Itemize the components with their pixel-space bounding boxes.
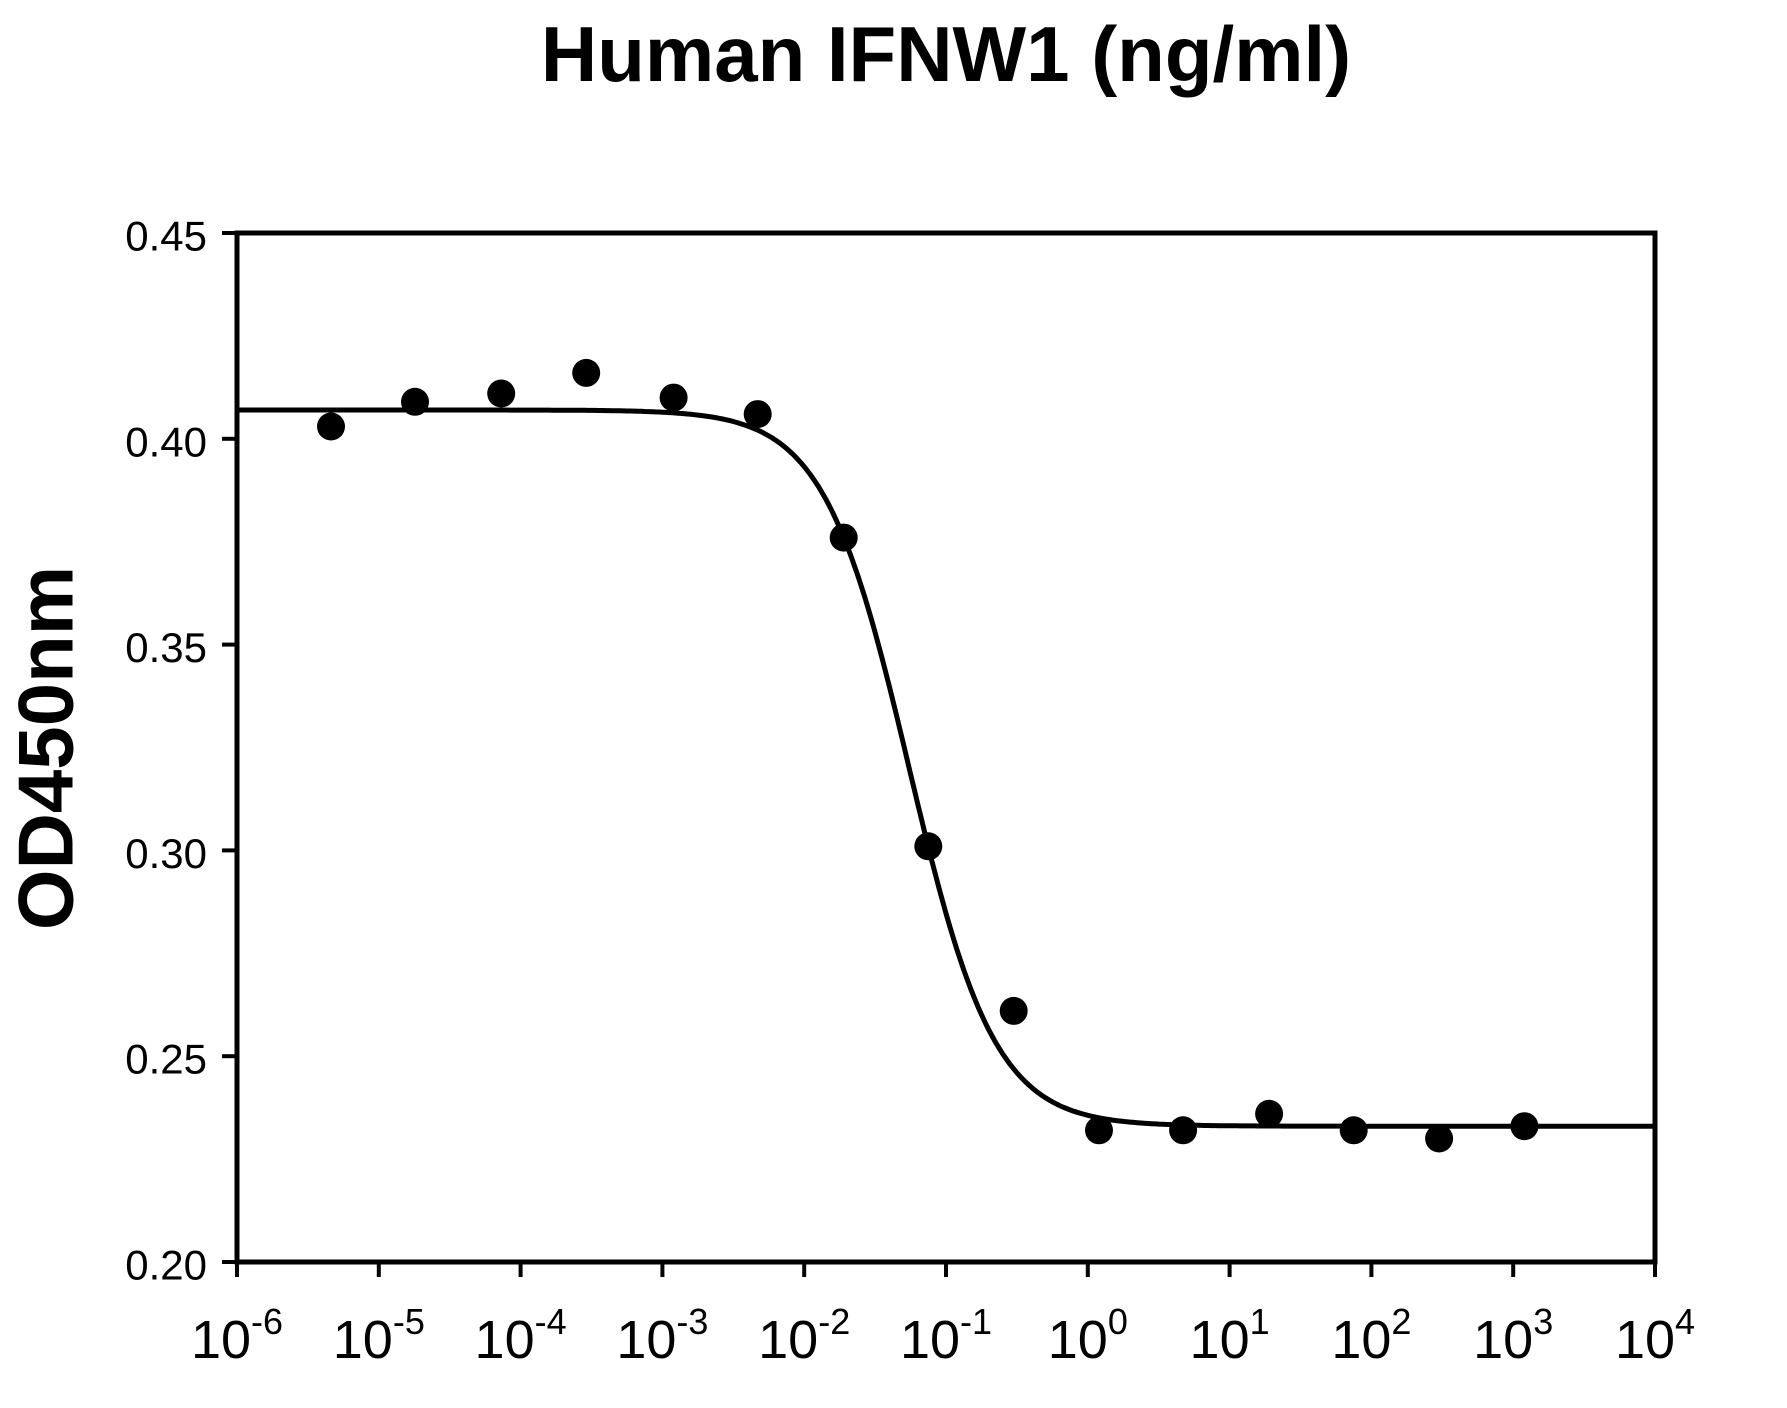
x-axis-tick-label: 10-3 xyxy=(616,1301,708,1370)
x-axis-tick-label: 101 xyxy=(1190,1301,1270,1370)
x-axis-tick-label: 100 xyxy=(1048,1301,1128,1370)
data-point xyxy=(1169,1116,1198,1145)
x-axis-tick-label: 103 xyxy=(1473,1301,1553,1370)
y-axis-tick-label: 0.35 xyxy=(125,624,207,671)
x-axis-tick-label: 10-4 xyxy=(475,1301,567,1370)
x-axis-tick-label: 10-6 xyxy=(191,1301,283,1370)
data-point xyxy=(1510,1112,1539,1141)
x-axis-tick-label: 104 xyxy=(1615,1301,1695,1370)
data-point xyxy=(743,400,772,429)
y-axis-tick-label: 0.45 xyxy=(125,213,207,260)
y-axis-tick-label: 0.40 xyxy=(125,418,207,465)
x-axis-tick-label: 10-2 xyxy=(758,1301,850,1370)
plot-frame xyxy=(234,230,1658,1265)
y-axis-tick-label: 0.30 xyxy=(125,830,207,877)
data-point xyxy=(999,996,1028,1025)
data-point xyxy=(487,379,516,408)
data-point xyxy=(829,523,858,552)
fit-curve xyxy=(237,407,1655,1129)
x-axis-tick-label: 10-1 xyxy=(900,1301,992,1370)
data-point xyxy=(1255,1099,1284,1128)
x-axis-tick-label: 102 xyxy=(1331,1301,1411,1370)
data-point xyxy=(1085,1116,1113,1145)
y-axis-tick-label: 0.20 xyxy=(125,1242,207,1289)
data-point xyxy=(317,412,345,441)
y-axis-tick-label: 0.25 xyxy=(125,1036,207,1083)
data-point xyxy=(659,383,688,412)
chart-title: Human IFNW1 (ng/ml) xyxy=(540,10,1352,98)
data-point xyxy=(914,832,943,861)
data-point xyxy=(572,358,601,387)
data-point xyxy=(401,387,429,416)
data-point xyxy=(1425,1124,1454,1153)
data-point xyxy=(1339,1116,1368,1145)
x-axis-tick-label: 10-5 xyxy=(333,1301,425,1370)
